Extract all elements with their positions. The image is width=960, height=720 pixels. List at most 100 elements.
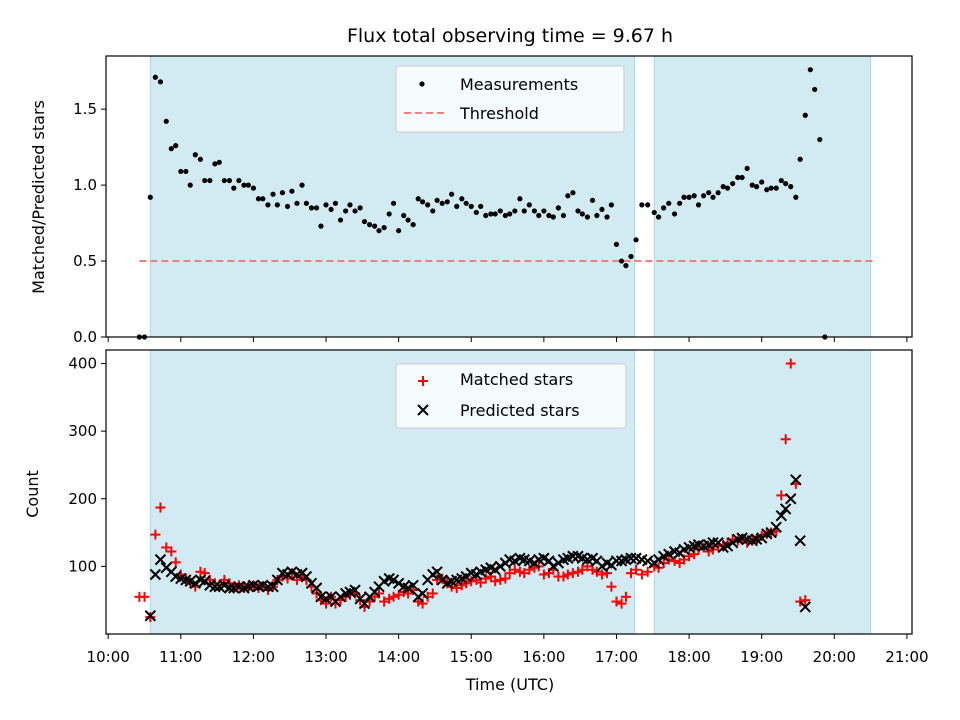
predicted-star-point <box>154 553 167 566</box>
measurement-point <box>226 177 233 184</box>
measurement-point <box>623 263 629 269</box>
measurement-point <box>478 203 484 209</box>
measurement-point <box>666 200 672 206</box>
measurement-point <box>303 200 310 206</box>
measurement-point <box>202 177 208 184</box>
measurement-point <box>147 194 153 200</box>
matched-star-point <box>139 591 150 602</box>
matched-star-point <box>388 591 399 602</box>
count-axes: 100 200 300 400 <box>68 349 913 639</box>
measurement-point <box>265 202 271 208</box>
measurement-point <box>817 136 823 143</box>
measurement-point <box>778 177 784 184</box>
legend-predicted-marker <box>417 404 429 416</box>
measurement-point <box>410 222 416 228</box>
matched-star-point <box>170 557 181 568</box>
ratio-legend-box <box>395 65 625 133</box>
measurement-point <box>376 228 382 234</box>
measurement-point <box>812 86 818 93</box>
measurement-point <box>570 190 576 196</box>
count-y-label: Count <box>23 470 42 518</box>
x-axis-ticks: 10:00 11:00 12:00 13:00 14:00 15:00 16:00 17:00… <box>87 648 929 666</box>
predicted-star-point <box>358 597 371 610</box>
measurement-point <box>221 177 227 184</box>
measurement-point <box>401 212 407 219</box>
measurement-point <box>270 191 276 197</box>
measurement-point <box>337 217 344 223</box>
predicted-star-point <box>271 574 284 586</box>
measurement-point <box>651 209 657 216</box>
measurement-point <box>512 208 518 214</box>
ratio-y-label: Matched/Predicted stars <box>29 100 48 294</box>
measurement-point <box>715 190 721 196</box>
predicted-star-point <box>349 584 361 596</box>
predicted-star-point <box>721 540 734 552</box>
measurement-point <box>473 209 479 216</box>
x-tick-label: 20:00 <box>813 648 856 666</box>
measurement-point <box>212 161 218 167</box>
matched-star-point <box>500 573 511 584</box>
measurement-point <box>788 184 794 190</box>
measurement-point <box>347 202 353 208</box>
measurement-point <box>695 202 702 208</box>
matched-star-point <box>780 434 791 445</box>
matched-star-point <box>642 566 653 577</box>
measurement-point <box>381 225 387 231</box>
predicted-star-point <box>785 493 797 505</box>
x-axis-label: Time (UTC) <box>465 675 554 694</box>
measurement-point <box>390 200 397 206</box>
measurement-point <box>197 156 203 162</box>
count-points <box>134 358 811 623</box>
measurement-point <box>560 212 567 219</box>
measurement-point <box>488 211 494 217</box>
measurement-point <box>294 200 300 206</box>
matched-star-point <box>572 566 583 577</box>
x-tick-label: 15:00 <box>450 648 493 666</box>
predicted-star-point <box>663 548 675 560</box>
matched-star-point <box>504 568 515 579</box>
x-tick-label: 19:00 <box>740 648 783 666</box>
axes-frame <box>105 349 913 635</box>
matched-star-point <box>155 502 166 513</box>
measurement-point <box>163 118 169 124</box>
legend-measurements-label: Measurements <box>460 75 578 94</box>
matched-star-point <box>161 542 172 553</box>
measurement-point <box>396 228 402 234</box>
predicted-star-point <box>310 582 323 594</box>
count-panel: 100 200 300 400 Count Matched stars Predict… <box>23 349 913 639</box>
matched-star-point <box>636 569 647 580</box>
measurement-point <box>686 194 692 200</box>
predicted-star-point <box>547 560 560 573</box>
measurement-point <box>419 199 426 205</box>
measurement-point <box>613 241 620 247</box>
measurement-point <box>720 184 726 190</box>
y-tick-label: 1.5 <box>73 100 97 118</box>
measurement-point <box>289 188 295 194</box>
predicted-star-point <box>610 555 623 567</box>
measurement-point <box>343 208 349 214</box>
x-tick-label: 18:00 <box>667 648 710 666</box>
y-tick-label: 400 <box>68 355 97 373</box>
matched-star-point <box>800 595 811 606</box>
measurement-point <box>691 193 697 199</box>
measurement-point <box>807 67 813 73</box>
x-tick-label: 16:00 <box>522 648 565 666</box>
predicted-star-point <box>209 580 221 593</box>
count-legend: Matched stars Predicted stars <box>395 363 627 429</box>
measurement-point <box>328 206 334 213</box>
predicted-star-point <box>625 552 637 564</box>
matched-star-point <box>538 569 549 580</box>
predicted-star-point <box>775 509 788 522</box>
axes-frame <box>105 55 913 338</box>
measurement-point <box>526 202 532 208</box>
measurement-point <box>231 185 237 191</box>
matched-star-point <box>577 564 588 575</box>
measurement-point <box>735 174 741 181</box>
measurement-point <box>797 156 803 162</box>
measurement-point <box>187 182 193 188</box>
predicted-star-point <box>407 579 419 592</box>
matched-star-point <box>524 564 535 575</box>
measurement-point <box>313 205 320 211</box>
measurement-point <box>468 203 474 209</box>
